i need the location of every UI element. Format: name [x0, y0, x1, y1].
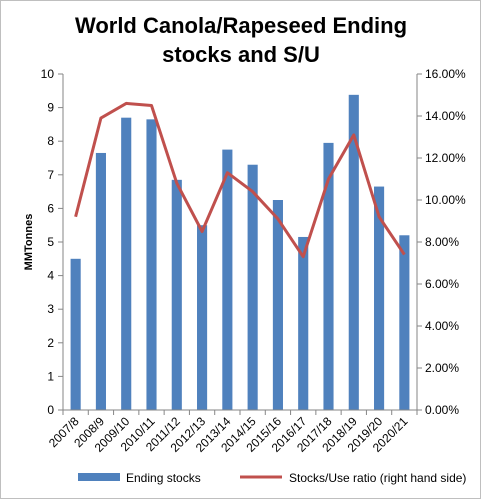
bar-ending-stocks	[171, 179, 182, 410]
y-tick-label: 2	[47, 336, 54, 350]
bar-ending-stocks	[121, 117, 132, 411]
y-tick-label: 4	[47, 269, 54, 283]
bar-ending-stocks	[323, 142, 334, 410]
y2-tick-label: 2.00%	[425, 361, 459, 375]
bar-ending-stocks	[298, 236, 309, 410]
y-tick-label: 1	[47, 369, 54, 383]
legend-label-stocks-use-ratio: Stocks/Use ratio (right hand side)	[289, 471, 466, 485]
y-tick-label: 3	[47, 302, 54, 316]
y-tick-label: 9	[47, 101, 54, 115]
plot-area: 0 1 2 3 4 5 6 7 8 9 10 0.00% 2.00% 4.00% 6.00% 8.00% 10.…	[41, 67, 466, 455]
chart-title-line-2: stocks and S/U	[162, 42, 320, 67]
y2-tick-label: 14.00%	[425, 109, 466, 123]
y-tick-label: 8	[47, 134, 54, 148]
legend: Ending stocks Stocks/Use ratio (right ha…	[78, 471, 466, 485]
legend-swatch-ending-stocks	[78, 473, 120, 481]
bar-ending-stocks	[146, 119, 157, 411]
bar-ending-stocks	[197, 225, 208, 410]
y2-tick-label: 8.00%	[425, 235, 459, 249]
bar-ending-stocks	[272, 200, 283, 410]
line-stocks-use-ratio	[74, 101, 406, 259]
y-tick-label: 0	[47, 403, 54, 417]
y2-tick-label: 0.00%	[425, 403, 459, 417]
bar-ending-stocks	[70, 258, 81, 410]
y-tick-label: 7	[47, 168, 54, 182]
bar-ending-stocks	[222, 149, 233, 410]
bar-ending-stocks	[374, 186, 385, 410]
bar-ending-stocks	[348, 94, 359, 410]
bar-ending-stocks	[399, 235, 410, 410]
legend-label-ending-stocks: Ending stocks	[126, 471, 201, 485]
y2-tick-label: 16.00%	[425, 67, 466, 81]
y-tick-label: 5	[47, 235, 54, 249]
y-tick-label: 10	[41, 67, 55, 81]
chart-title-line-1: World Canola/Rapeseed Ending	[75, 13, 407, 38]
y2-tick-label: 10.00%	[425, 193, 466, 207]
y-axis-label: MMTonnes	[23, 214, 35, 271]
y-tick-label: 6	[47, 201, 54, 215]
y2-tick-label: 12.00%	[425, 151, 466, 165]
y2-tick-label: 6.00%	[425, 277, 459, 291]
bar-ending-stocks	[247, 164, 258, 410]
bar-ending-stocks	[95, 152, 106, 410]
y2-tick-label: 4.00%	[425, 319, 459, 333]
